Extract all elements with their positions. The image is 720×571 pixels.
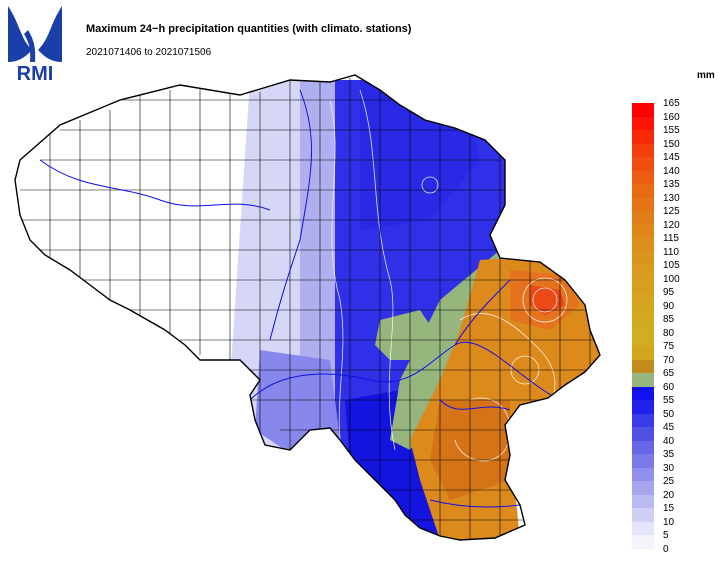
legend-swatch bbox=[632, 373, 654, 387]
legend-tick-label: 70 bbox=[663, 354, 675, 366]
legend-tick-label: 115 bbox=[663, 233, 679, 244]
legend-tick-label: 55 bbox=[663, 395, 675, 406]
legend-swatch bbox=[632, 116, 654, 130]
legend-swatch bbox=[632, 319, 654, 333]
legend-tick-label: 5 bbox=[663, 530, 669, 541]
legend-tick-label: 130 bbox=[663, 192, 680, 204]
legend-swatch bbox=[632, 332, 654, 346]
legend-tick-label: 105 bbox=[663, 260, 680, 271]
legend-tick-label: 80 bbox=[663, 327, 675, 339]
legend-tick-label: 85 bbox=[663, 314, 675, 325]
legend-tick-label: 165 bbox=[663, 98, 680, 109]
legend-swatch bbox=[632, 508, 654, 522]
map-title: Maximum 24−h precipitation quantities (w… bbox=[86, 23, 412, 35]
legend-tick-label: 20 bbox=[663, 489, 675, 501]
legend-tick-label: 155 bbox=[663, 125, 680, 136]
legend-swatch bbox=[632, 413, 654, 427]
municipality-borders bbox=[20, 78, 600, 540]
rivers bbox=[39, 89, 561, 508]
legend-tick-label: 160 bbox=[663, 111, 680, 123]
legend-swatch bbox=[632, 251, 654, 265]
legend-tick-label: 125 bbox=[663, 206, 680, 217]
logo-text: RMI bbox=[17, 63, 54, 82]
rmi-logo: RMI bbox=[4, 4, 66, 82]
legend-tick-label: 150 bbox=[663, 138, 680, 150]
legend-tick-label: 95 bbox=[663, 287, 675, 298]
legend: 165 160 155 150 145 140 135 130 125 120 115 110 105 1… bbox=[632, 99, 712, 563]
legend-tick-label: 65 bbox=[663, 368, 675, 379]
legend-tick-label: 40 bbox=[663, 435, 675, 447]
legend-tick-label: 60 bbox=[663, 381, 675, 393]
legend-tick-label: 50 bbox=[663, 408, 675, 420]
legend-swatch bbox=[632, 278, 654, 292]
legend-tick-label: 0 bbox=[663, 543, 669, 555]
legend-swatch bbox=[632, 211, 654, 225]
legend-tick-label: 35 bbox=[663, 449, 675, 460]
legend-swatch bbox=[632, 305, 654, 319]
legend-swatch bbox=[632, 467, 654, 481]
legend-tick-label: 135 bbox=[663, 179, 680, 190]
legend-swatch bbox=[632, 197, 654, 211]
legend-swatch bbox=[632, 103, 654, 117]
legend-swatch bbox=[632, 184, 654, 198]
legend-swatch bbox=[632, 346, 654, 360]
legend-swatch bbox=[632, 521, 654, 535]
legend-tick-label: 25 bbox=[663, 476, 675, 487]
legend-swatch bbox=[632, 386, 654, 400]
legend-tick-label: 100 bbox=[663, 273, 680, 285]
map-date-range: 2021071406 to 2021071506 bbox=[86, 47, 212, 58]
legend-swatch bbox=[632, 535, 654, 549]
legend-tick-label: 110 bbox=[663, 246, 679, 258]
legend-swatch bbox=[632, 400, 654, 414]
legend-swatch bbox=[632, 427, 654, 441]
legend-tick-label: 45 bbox=[663, 422, 675, 433]
legend-swatch bbox=[632, 157, 654, 171]
legend-swatch bbox=[632, 454, 654, 468]
legend-swatch bbox=[632, 130, 654, 144]
legend-swatch bbox=[632, 440, 654, 454]
legend-swatch bbox=[632, 265, 654, 279]
legend-swatch bbox=[632, 170, 654, 184]
legend-swatch bbox=[632, 238, 654, 252]
legend-swatch bbox=[632, 494, 654, 508]
legend-tick-label: 15 bbox=[663, 503, 675, 514]
legend-swatch bbox=[632, 224, 654, 238]
legend-swatch bbox=[632, 481, 654, 495]
legend-tick-label: 90 bbox=[663, 300, 675, 312]
legend-tick-label: 120 bbox=[663, 219, 680, 231]
legend-tick-label: 145 bbox=[663, 152, 680, 163]
legend-swatch bbox=[632, 143, 654, 157]
legend-tick-label: 30 bbox=[663, 462, 675, 474]
legend-swatch bbox=[632, 359, 654, 373]
legend-unit: mm bbox=[697, 70, 715, 81]
legend-tick-label: 75 bbox=[663, 341, 675, 352]
legend-swatch bbox=[632, 292, 654, 306]
legend-tick-label: 140 bbox=[663, 165, 680, 177]
legend-tick-label: 10 bbox=[663, 516, 675, 528]
